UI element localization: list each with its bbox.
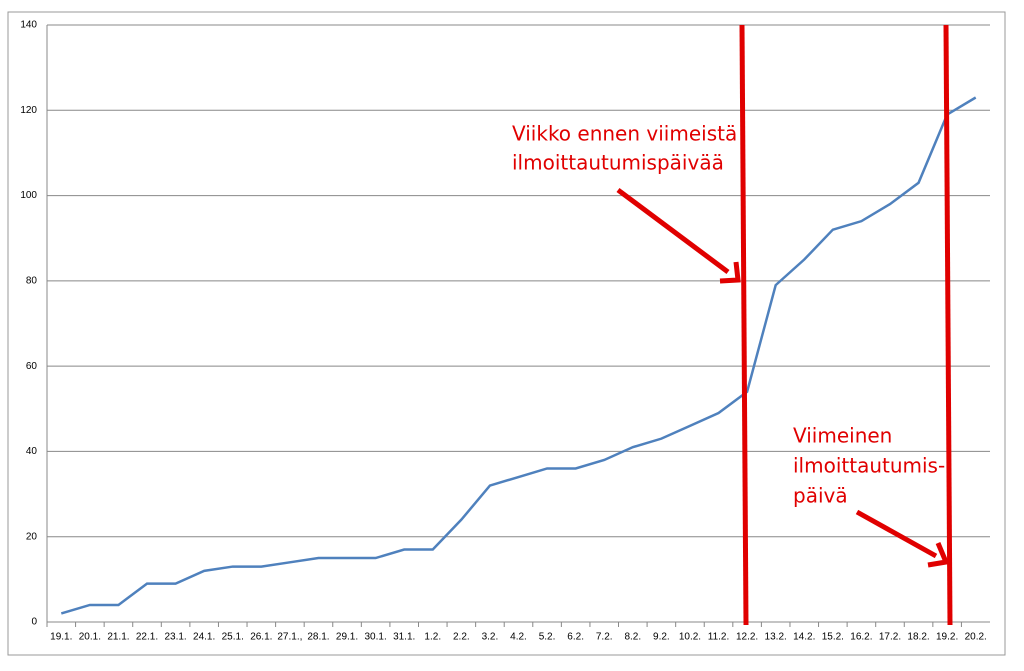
y-tick-label: 20 — [26, 531, 38, 542]
x-tick-label: 18.2. — [907, 632, 929, 643]
x-tick-label: 21.1. — [107, 632, 129, 643]
x-tick-label: 5.2. — [539, 632, 556, 643]
x-tick-label: 25.1. — [222, 632, 244, 643]
y-tick-label: 80 — [26, 275, 38, 286]
x-tick-label: 23.1. — [164, 632, 186, 643]
arrow-head — [927, 542, 950, 568]
arrow — [855, 509, 938, 559]
y-tick-label: 140 — [20, 20, 37, 31]
x-tick-label: 13.2. — [765, 632, 787, 643]
x-tick-label: 1.2. — [424, 632, 441, 643]
x-tick-label: 19.2. — [936, 632, 958, 643]
annotation-text: Viimeinen — [793, 424, 892, 448]
x-tick-label: 6.2. — [567, 632, 584, 643]
y-tick-label: 120 — [20, 105, 37, 116]
x-tick-label: 20.1. — [79, 632, 101, 643]
x-tick-label: 24.1. — [193, 632, 215, 643]
x-tick-label: 30.1. — [364, 632, 386, 643]
x-tick-label: 19.1. — [50, 632, 72, 643]
annotation-marks — [616, 24, 953, 626]
x-tick-label: 11.2. — [708, 632, 730, 643]
y-tick-label: 60 — [26, 361, 38, 372]
y-tick-label: 0 — [31, 617, 37, 628]
x-tick-label: 28.1. — [307, 632, 329, 643]
x-tick-label: 10.2. — [679, 632, 701, 643]
annotation-text: päivä — [793, 484, 848, 508]
x-tick-label: 7.2. — [596, 632, 613, 643]
y-tick-label: 100 — [20, 190, 37, 201]
annotation-text: ilmoittautumis- — [793, 454, 945, 478]
x-tick-label: 26.1. — [250, 632, 272, 643]
annotation-text: Viikko ennen viimeistä — [512, 122, 737, 146]
x-tick-label: 17.2. — [879, 632, 901, 643]
x-tick-label: 12.2. — [736, 632, 758, 643]
y-tick-label: 40 — [26, 446, 38, 457]
x-tick-label: 8.2. — [624, 632, 641, 643]
x-tick-label: 31.1. — [393, 632, 415, 643]
arrow — [616, 187, 730, 275]
x-tick-label: 9.2. — [653, 632, 670, 643]
x-tick-label: 2.2. — [453, 632, 470, 643]
x-tick-label: 29.1. — [336, 632, 358, 643]
chart-border — [7, 11, 1006, 656]
x-tick-label: 22.1. — [136, 632, 158, 643]
x-tick-label: 15.2. — [822, 632, 844, 643]
x-tick-label: 3.2. — [482, 632, 499, 643]
annotation-text: ilmoittautumispäivää — [512, 151, 724, 175]
marker-line — [739, 24, 749, 626]
x-tick-label: 20.2. — [965, 632, 987, 643]
x-tick-label: 4.2. — [510, 632, 527, 643]
data-line — [60, 96, 977, 615]
x-tick-label: 14.2. — [793, 632, 815, 643]
plot: 0 20 40 60 80 100 120 140 19.1. 20.1. 21.1. 22.1. 23… — [20, 20, 990, 643]
marker-line — [943, 24, 953, 626]
arrow-head — [719, 261, 741, 284]
x-tick-label: 16.2. — [850, 632, 872, 643]
x-tick-label: 27.1., — [277, 632, 302, 643]
